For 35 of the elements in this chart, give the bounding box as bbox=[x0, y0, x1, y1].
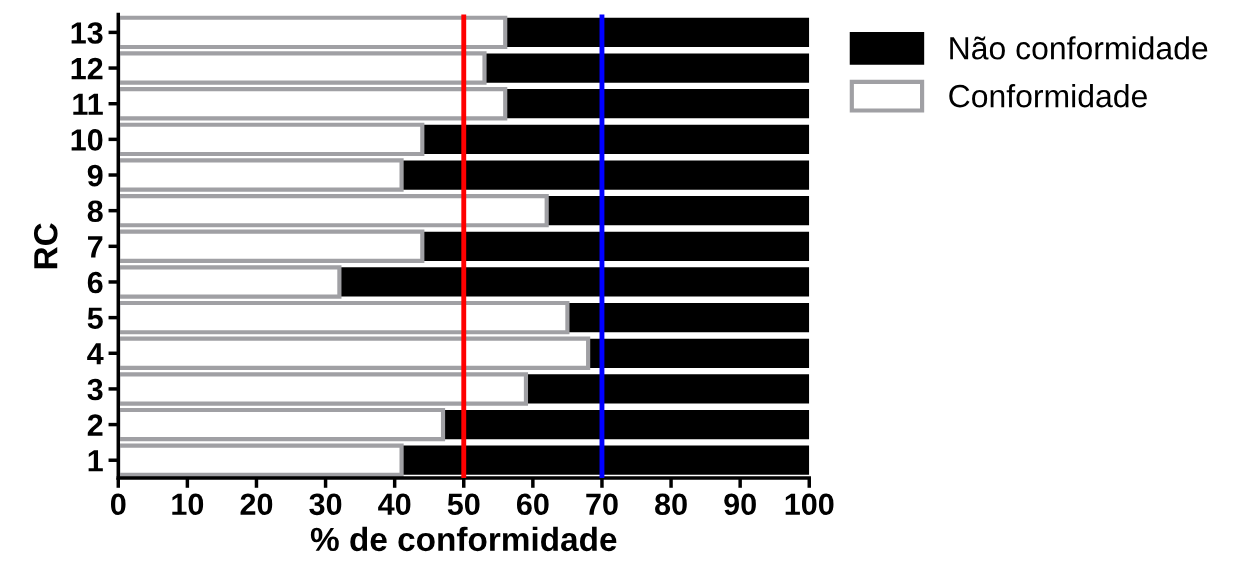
y-tick-label: 7 bbox=[88, 236, 103, 258]
x-tick-label: 90 bbox=[724, 493, 756, 516]
y-tick-label: 8 bbox=[87, 200, 103, 223]
y-tick-label: 1 bbox=[88, 450, 103, 472]
y-tick-label: 11 bbox=[73, 93, 103, 115]
bar bbox=[588, 338, 810, 368]
y-axis-title: RC bbox=[33, 223, 58, 269]
bar bbox=[505, 89, 810, 119]
x-tick-label: 0 bbox=[110, 493, 126, 516]
x-tick-label: 40 bbox=[378, 493, 411, 516]
y-tick-label: 10 bbox=[71, 129, 103, 151]
x-tick-label: 50 bbox=[447, 493, 480, 516]
bar bbox=[401, 160, 810, 190]
x-tick-label: 70 bbox=[586, 493, 618, 516]
x-tick-label: 20 bbox=[240, 493, 273, 516]
y-tick-label: 9 bbox=[87, 164, 103, 187]
y-tick-label: 12 bbox=[71, 57, 103, 80]
x-tick-label: 10 bbox=[172, 493, 204, 516]
x-tick-label: 80 bbox=[655, 493, 687, 516]
y-tick-label: 2 bbox=[87, 414, 103, 436]
y-tick-label: 3 bbox=[87, 378, 103, 401]
y-tick-label: 6 bbox=[87, 271, 103, 294]
bar bbox=[339, 267, 810, 297]
y-tick-label: 5 bbox=[87, 307, 103, 329]
bar bbox=[505, 17, 810, 48]
x-tick-label: 60 bbox=[516, 493, 549, 516]
bar bbox=[443, 409, 810, 440]
legend-label: Conformidade bbox=[949, 83, 1147, 108]
x-tick-label: 30 bbox=[309, 493, 342, 516]
y-tick-label: 13 bbox=[71, 22, 103, 44]
x-tick-label: 100 bbox=[785, 493, 834, 516]
x-axis-title: % de conformidade bbox=[310, 526, 617, 552]
legend-label: Não conformidade bbox=[950, 36, 1208, 60]
bar bbox=[484, 53, 810, 83]
y-tick-label: 4 bbox=[87, 343, 104, 365]
